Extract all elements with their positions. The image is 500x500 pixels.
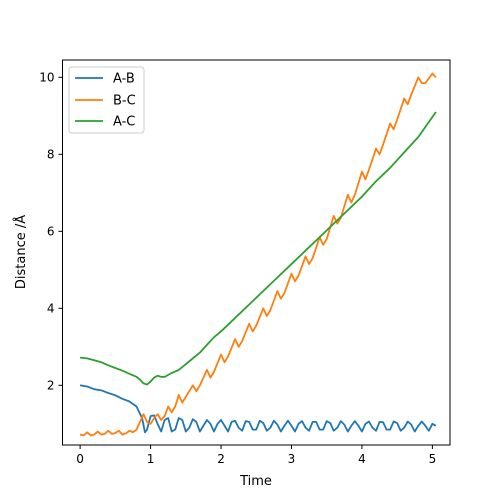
axes-frame <box>62 59 451 446</box>
y-tick-label: 4 <box>47 301 55 315</box>
x-axis-ticks: 0 1 2 3 4 5 <box>76 445 436 466</box>
legend-label-a-b: A-B <box>113 72 135 87</box>
legend: A-B B-C A-C <box>68 66 145 134</box>
x-tick-label: 4 <box>358 452 366 466</box>
legend-label-b-c: B-C <box>113 94 136 109</box>
series-layer <box>79 72 437 437</box>
x-axis-label: Time <box>239 474 272 489</box>
y-tick-label: 6 <box>47 224 55 238</box>
y-tick-label: 10 <box>39 70 54 84</box>
y-tick-label: 2 <box>47 378 55 392</box>
x-tick-label: 5 <box>429 452 437 466</box>
x-tick-label: 2 <box>217 452 225 466</box>
x-tick-label: 0 <box>76 452 84 466</box>
legend-label-a-c: A-C <box>113 115 135 130</box>
y-tick-label: 8 <box>47 147 55 161</box>
legend-box <box>68 66 145 134</box>
x-tick-label: 3 <box>288 452 296 466</box>
series-line-a-b <box>79 384 437 434</box>
x-tick-label: 1 <box>147 452 155 466</box>
y-axis-ticks: 2 4 6 8 10 <box>39 70 63 392</box>
series-line-b-c <box>79 72 437 437</box>
y-axis-label: Distance /Å <box>13 215 29 289</box>
series-line-a-c <box>80 111 437 386</box>
